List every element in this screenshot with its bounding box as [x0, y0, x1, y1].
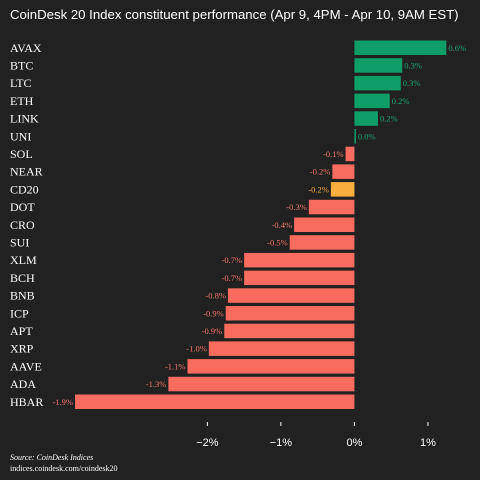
chart-title: CoinDesk 20 Index constituent performanc… — [10, 7, 459, 22]
bar-link — [354, 111, 378, 126]
value-label-sui: -0.5% — [267, 237, 288, 247]
bar-eth — [354, 93, 390, 109]
category-label-btc: BTC — [10, 58, 33, 72]
value-label-ltc: 0.3% — [403, 78, 421, 88]
category-label-bch: BCH — [10, 271, 35, 285]
bar-avax — [354, 40, 447, 55]
bar-dot — [308, 199, 355, 215]
bar-uni — [354, 129, 356, 144]
value-label-bnb: -0.8% — [205, 291, 226, 301]
value-label-sol: -0.1% — [323, 149, 344, 159]
x-tick-label: −1% — [270, 437, 293, 449]
category-label-xlm: XLM — [10, 253, 37, 267]
category-label-apt: APT — [10, 324, 33, 338]
bar-ltc — [354, 75, 401, 91]
bar-hbar — [75, 394, 355, 409]
value-label-uni: 0.0% — [358, 131, 376, 141]
category-label-icp: ICP — [10, 306, 29, 320]
value-label-ada: -1.3% — [146, 379, 167, 389]
bar-xrp — [208, 341, 355, 356]
category-label-avax: AVAX — [10, 41, 42, 55]
value-label-cro: -0.4% — [272, 220, 293, 230]
value-label-xlm: -0.7% — [222, 255, 243, 265]
bar-near — [332, 164, 355, 179]
category-label-dot: DOT — [10, 200, 35, 214]
bar-sui — [289, 235, 355, 250]
category-label-sui: SUI — [10, 235, 29, 249]
value-label-apt: -0.9% — [202, 326, 223, 336]
category-label-ltc: LTC — [10, 76, 32, 90]
category-label-near: NEAR — [10, 165, 43, 179]
bar-bch — [244, 270, 355, 286]
labels-layer: AVAX 0.6% BTC 0.3% LTC 0.3% ETH 0.2% LINK 0.2% UNI… — [10, 41, 466, 409]
bar-aave — [187, 359, 355, 374]
value-label-aave: -1.1% — [165, 361, 186, 371]
value-label-cd20: -0.2% — [308, 184, 329, 194]
source-label: Source: CoinDesk Indices — [10, 453, 93, 462]
value-label-near: -0.2% — [310, 167, 331, 177]
value-label-avax: 0.6% — [448, 43, 466, 53]
value-label-bch: -0.7% — [222, 273, 243, 283]
x-tick-label: 1% — [420, 437, 436, 449]
category-label-cd20: CD20 — [10, 182, 39, 196]
value-label-xrp: -1.0% — [186, 344, 207, 354]
category-label-aave: AAVE — [10, 359, 42, 373]
bar-btc — [354, 58, 403, 73]
bars-layer — [75, 40, 447, 409]
bar-cd20 — [330, 182, 355, 197]
category-label-uni: UNI — [10, 129, 31, 143]
value-label-hbar: -1.9% — [52, 397, 73, 407]
value-label-btc: 0.3% — [404, 60, 422, 70]
bar-bnb — [227, 288, 355, 303]
value-label-eth: 0.2% — [392, 96, 410, 106]
bar-apt — [224, 323, 355, 339]
bar-cro — [294, 217, 355, 232]
value-label-icp: -0.9% — [203, 308, 224, 318]
x-axis: −2% −1% 0% 1% — [196, 422, 436, 449]
value-label-dot: -0.3% — [286, 202, 307, 212]
bar-xlm — [244, 252, 355, 268]
category-label-xrp: XRP — [10, 342, 34, 356]
category-label-eth: ETH — [10, 94, 34, 108]
value-label-link: 0.2% — [380, 114, 398, 124]
bar-sol — [345, 146, 355, 162]
bar-icp — [225, 306, 355, 321]
source-url: indices.coindesk.com/coindesk20 — [10, 464, 118, 473]
category-label-cro: CRO — [10, 218, 35, 232]
category-label-ada: ADA — [10, 377, 36, 391]
category-label-hbar: HBAR — [10, 395, 43, 409]
bar-ada — [168, 376, 355, 392]
category-label-bnb: BNB — [10, 289, 35, 303]
category-label-sol: SOL — [10, 147, 33, 161]
x-tick-label: 0% — [346, 437, 362, 449]
category-label-link: LINK — [10, 112, 39, 126]
x-tick-label: −2% — [196, 437, 219, 449]
